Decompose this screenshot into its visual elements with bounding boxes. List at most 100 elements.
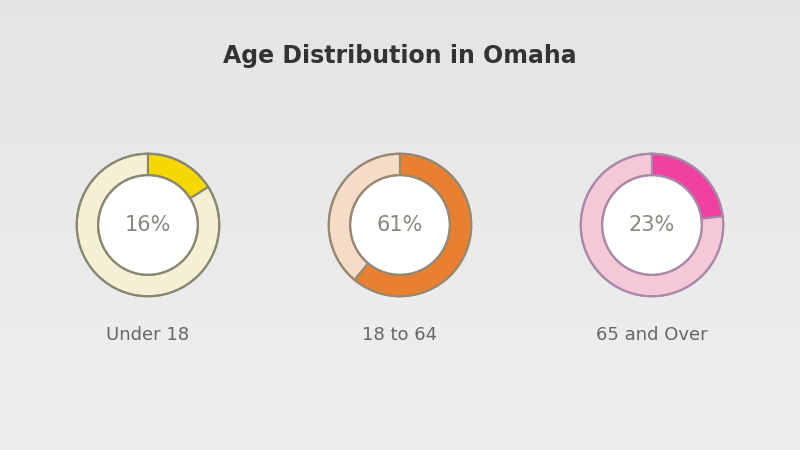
Bar — [0, 47, 800, 50]
Bar — [0, 310, 800, 313]
Bar — [0, 124, 800, 126]
Text: Age Distribution in Omaha: Age Distribution in Omaha — [223, 44, 577, 68]
Bar — [0, 9, 800, 11]
Bar — [0, 367, 800, 369]
Bar — [0, 369, 800, 371]
Bar — [0, 4, 800, 7]
Bar — [0, 356, 800, 358]
Bar — [0, 279, 800, 281]
Bar — [0, 0, 800, 2]
Bar — [0, 392, 800, 394]
Bar — [0, 261, 800, 263]
Bar — [0, 146, 800, 148]
Bar — [0, 338, 800, 340]
Bar — [0, 198, 800, 200]
Wedge shape — [581, 154, 723, 296]
Bar — [0, 22, 800, 25]
Bar — [0, 230, 800, 232]
Bar — [0, 14, 800, 16]
Bar — [0, 34, 800, 36]
Bar — [0, 382, 800, 385]
Bar — [0, 306, 800, 308]
Bar — [0, 184, 800, 187]
Bar — [0, 360, 800, 362]
Bar — [0, 54, 800, 56]
Bar — [0, 333, 800, 335]
Bar — [0, 99, 800, 101]
Bar — [0, 351, 800, 353]
Bar — [0, 27, 800, 29]
Bar — [0, 142, 800, 144]
Bar — [0, 68, 800, 70]
Bar — [0, 128, 800, 130]
Bar — [0, 324, 800, 326]
Bar — [0, 243, 800, 245]
Bar — [0, 196, 800, 198]
Bar — [0, 394, 800, 396]
Bar — [0, 207, 800, 209]
Bar — [0, 266, 800, 268]
Bar — [0, 286, 800, 288]
Bar — [0, 434, 800, 436]
Bar — [0, 302, 800, 304]
Bar — [0, 11, 800, 13]
Bar — [0, 135, 800, 137]
Circle shape — [351, 176, 449, 274]
Bar — [0, 270, 800, 272]
Bar — [0, 322, 800, 324]
Bar — [0, 342, 800, 344]
Bar — [0, 380, 800, 382]
Bar — [0, 202, 800, 205]
Bar — [0, 349, 800, 351]
Bar — [0, 70, 800, 72]
Bar — [0, 443, 800, 446]
Bar — [0, 374, 800, 376]
Circle shape — [99, 176, 197, 274]
Text: 61%: 61% — [377, 215, 423, 235]
Bar — [0, 400, 800, 403]
Bar — [0, 448, 800, 450]
Bar — [0, 112, 800, 115]
Bar — [0, 223, 800, 225]
Bar — [0, 238, 800, 241]
Bar — [0, 52, 800, 54]
Bar — [0, 326, 800, 328]
Bar — [0, 295, 800, 297]
Bar — [0, 225, 800, 227]
Text: Under 18: Under 18 — [106, 326, 190, 344]
Bar — [0, 281, 800, 284]
Bar — [0, 194, 800, 196]
Bar — [0, 56, 800, 58]
Bar — [0, 86, 800, 88]
Bar — [0, 2, 800, 4]
Bar — [0, 205, 800, 207]
Bar — [0, 36, 800, 38]
Bar — [0, 387, 800, 389]
Bar — [0, 106, 800, 108]
Bar — [0, 254, 800, 256]
Bar — [0, 288, 800, 290]
Bar — [0, 297, 800, 299]
Bar — [0, 331, 800, 333]
Wedge shape — [354, 154, 471, 296]
Bar — [0, 191, 800, 194]
Bar — [0, 94, 800, 97]
Bar — [0, 72, 800, 74]
Bar — [0, 376, 800, 378]
Bar — [0, 74, 800, 76]
Bar — [0, 38, 800, 40]
Bar — [0, 241, 800, 243]
Bar — [0, 110, 800, 112]
Bar — [0, 171, 800, 173]
Bar — [0, 446, 800, 448]
Bar — [0, 423, 800, 425]
Bar — [0, 378, 800, 380]
Bar — [0, 248, 800, 250]
Bar — [0, 214, 800, 216]
Bar — [0, 340, 800, 342]
Bar — [0, 315, 800, 317]
Bar — [0, 328, 800, 331]
Bar — [0, 436, 800, 439]
Bar — [0, 441, 800, 443]
Bar — [0, 308, 800, 310]
